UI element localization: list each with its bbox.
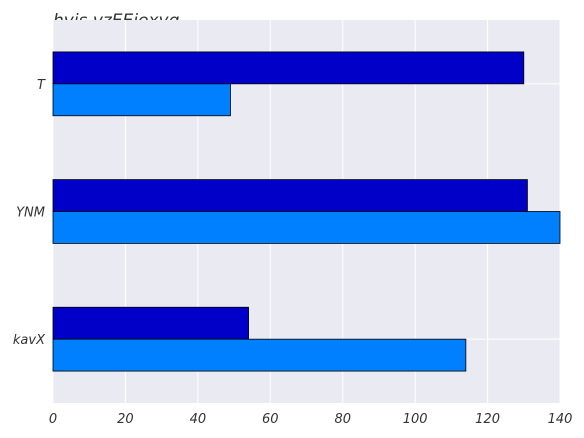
x-tick-label: 120 [475, 412, 500, 427]
bar-kavX-series-2 [53, 339, 466, 371]
bar-YNM-series-1 [53, 180, 527, 212]
x-tick-label: 20 [117, 412, 134, 427]
x-tick-label: 100 [403, 412, 428, 427]
y-tick-label: T [37, 78, 46, 93]
y-tick-labels: T YNM kavX [13, 78, 46, 348]
bar-YNM-series-2 [53, 212, 560, 244]
x-tick-labels: 0 20 40 60 80 100 120 140 [49, 412, 573, 427]
x-tick-label: 60 [262, 412, 279, 427]
bar-kavX-series-1 [53, 307, 249, 339]
x-tick-label: 140 [548, 412, 573, 427]
bar-T-series-1 [53, 52, 524, 84]
bar-T-series-2 [53, 84, 230, 116]
x-tick-label: 40 [190, 412, 207, 427]
y-tick-label: YNM [16, 206, 45, 221]
x-tick-label: 0 [49, 412, 57, 427]
y-tick-label: kavX [13, 333, 46, 348]
x-tick-label: 80 [334, 412, 351, 427]
